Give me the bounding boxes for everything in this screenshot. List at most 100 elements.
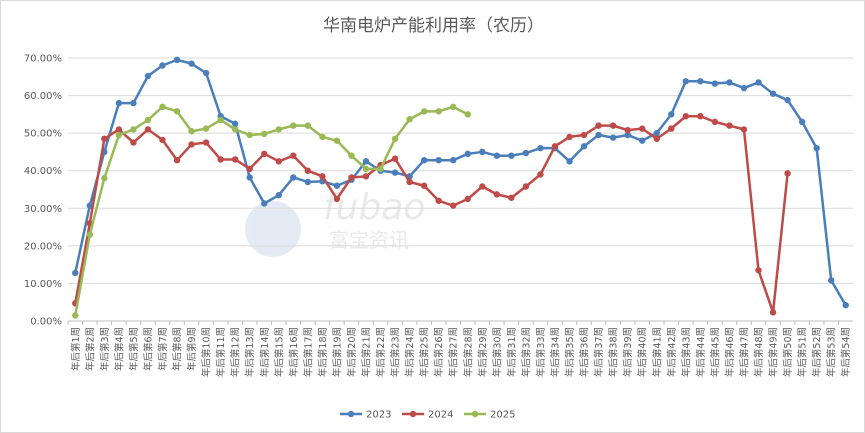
- data-point: [202, 139, 210, 146]
- data-point: [784, 170, 791, 177]
- data-point: [624, 131, 631, 139]
- x-tick-label: 年后第9周: [186, 327, 198, 371]
- data-point: [639, 125, 646, 132]
- data-point: [755, 79, 762, 86]
- data-point: [159, 136, 166, 144]
- data-point: [450, 103, 457, 111]
- y-tick-label: 20.00%: [24, 241, 62, 252]
- watermark-brand: fubao: [323, 187, 425, 228]
- x-tick-label: 年后第11周: [215, 327, 227, 377]
- x-tick-label: 年后第41周: [651, 327, 663, 377]
- legend-item-2025: 2025: [464, 410, 515, 421]
- data-point: [464, 111, 471, 118]
- series-2025: [72, 103, 471, 319]
- y-axis: 0.00% 10.00% 20.00% 30.00% 40.00% 50.00% 60.00…: [24, 54, 62, 328]
- x-tick-label: 年后第5周: [128, 327, 140, 371]
- data-point: [246, 165, 253, 173]
- x-tick-label: 年后第54周: [840, 327, 852, 377]
- y-tick-label: 70.00%: [24, 54, 62, 65]
- data-point: [246, 174, 253, 181]
- x-tick-label: 年后第42周: [666, 327, 678, 377]
- data-point: [115, 99, 123, 107]
- data-point: [391, 155, 399, 162]
- data-point: [420, 108, 428, 115]
- x-tick-label: 年后第48周: [753, 327, 765, 377]
- x-axis: 年后第1周 年后第2周 年后第3周 年后第4周 年后第5周 年后第6周 年后第7周 年后第8周…: [67, 321, 852, 377]
- data-point: [362, 173, 370, 180]
- x-tick-label: 年后第26周: [433, 327, 445, 377]
- x-tick-label: 年后第19周: [331, 327, 343, 377]
- data-point: [450, 202, 457, 209]
- data-point: [261, 130, 268, 138]
- legend-item-2023: 2023: [340, 410, 391, 421]
- data-point: [464, 150, 471, 158]
- legend-label: 2025: [490, 410, 515, 421]
- x-tick-label: 年后第31周: [506, 327, 518, 377]
- data-point: [668, 111, 675, 118]
- y-tick-label: 30.00%: [24, 204, 62, 215]
- data-point: [319, 133, 326, 141]
- data-point: [144, 72, 152, 80]
- x-tick-label: 年后第30周: [491, 327, 503, 377]
- data-point: [522, 183, 530, 190]
- data-point: [479, 148, 486, 156]
- series-line-2025: [74, 105, 469, 316]
- data-point: [697, 78, 704, 85]
- data-point: [653, 129, 660, 137]
- data-point: [217, 116, 224, 124]
- legend-marker: [471, 410, 479, 418]
- x-tick-label: 年后第17周: [302, 327, 314, 377]
- data-point: [609, 122, 617, 129]
- x-tick-label: 年后第38周: [608, 327, 620, 377]
- data-point: [261, 200, 268, 207]
- data-point: [595, 131, 602, 139]
- data-point: [711, 80, 719, 87]
- x-tick-label: 年后第16周: [288, 327, 300, 377]
- data-point: [304, 178, 312, 186]
- x-tick-label: 年后第13周: [244, 327, 256, 377]
- x-tick-label: 年后第45周: [709, 327, 721, 377]
- data-point: [261, 150, 268, 158]
- x-tick-label: 年后第46周: [724, 327, 736, 377]
- x-tick-label: 年后第15周: [273, 327, 285, 377]
- y-tick-label: 50.00%: [24, 129, 62, 140]
- data-point: [668, 125, 675, 132]
- legend-marker: [347, 410, 355, 418]
- data-point: [639, 137, 646, 144]
- data-point: [784, 96, 791, 104]
- x-tick-label: 年后第40周: [637, 327, 649, 377]
- data-point: [435, 156, 442, 164]
- x-tick-label: 年后第18周: [317, 327, 329, 377]
- data-point: [566, 133, 573, 141]
- data-point: [231, 126, 239, 133]
- data-point: [362, 165, 370, 173]
- data-point: [726, 122, 733, 129]
- data-point: [420, 182, 428, 189]
- x-tick-label: 年后第44周: [695, 327, 707, 377]
- x-tick-label: 年后第39周: [622, 327, 634, 377]
- data-point: [130, 139, 137, 146]
- x-tick-label: 年后第43周: [680, 327, 692, 377]
- legend-item-2024: 2024: [402, 410, 453, 421]
- data-point: [609, 134, 617, 141]
- x-tick-label: 年后第8周: [172, 327, 184, 371]
- y-tick-label: 60.00%: [24, 91, 62, 102]
- data-point: [464, 195, 471, 203]
- x-tick-label: 年后第24周: [404, 327, 416, 377]
- data-point: [130, 99, 137, 107]
- data-point: [406, 178, 413, 186]
- data-point: [159, 103, 166, 111]
- x-tick-label: 年后第21周: [361, 327, 373, 377]
- data-point: [580, 131, 588, 139]
- data-point: [202, 125, 210, 132]
- data-point: [101, 135, 108, 142]
- data-point: [173, 108, 181, 115]
- data-point: [173, 56, 181, 64]
- x-tick-label: 年后第20周: [346, 327, 358, 377]
- data-point: [290, 174, 297, 181]
- data-point: [72, 312, 79, 319]
- data-point: [362, 158, 370, 165]
- series-line-2023: [74, 58, 847, 306]
- data-point: [202, 69, 210, 77]
- x-tick-label: 年后第6周: [142, 327, 154, 371]
